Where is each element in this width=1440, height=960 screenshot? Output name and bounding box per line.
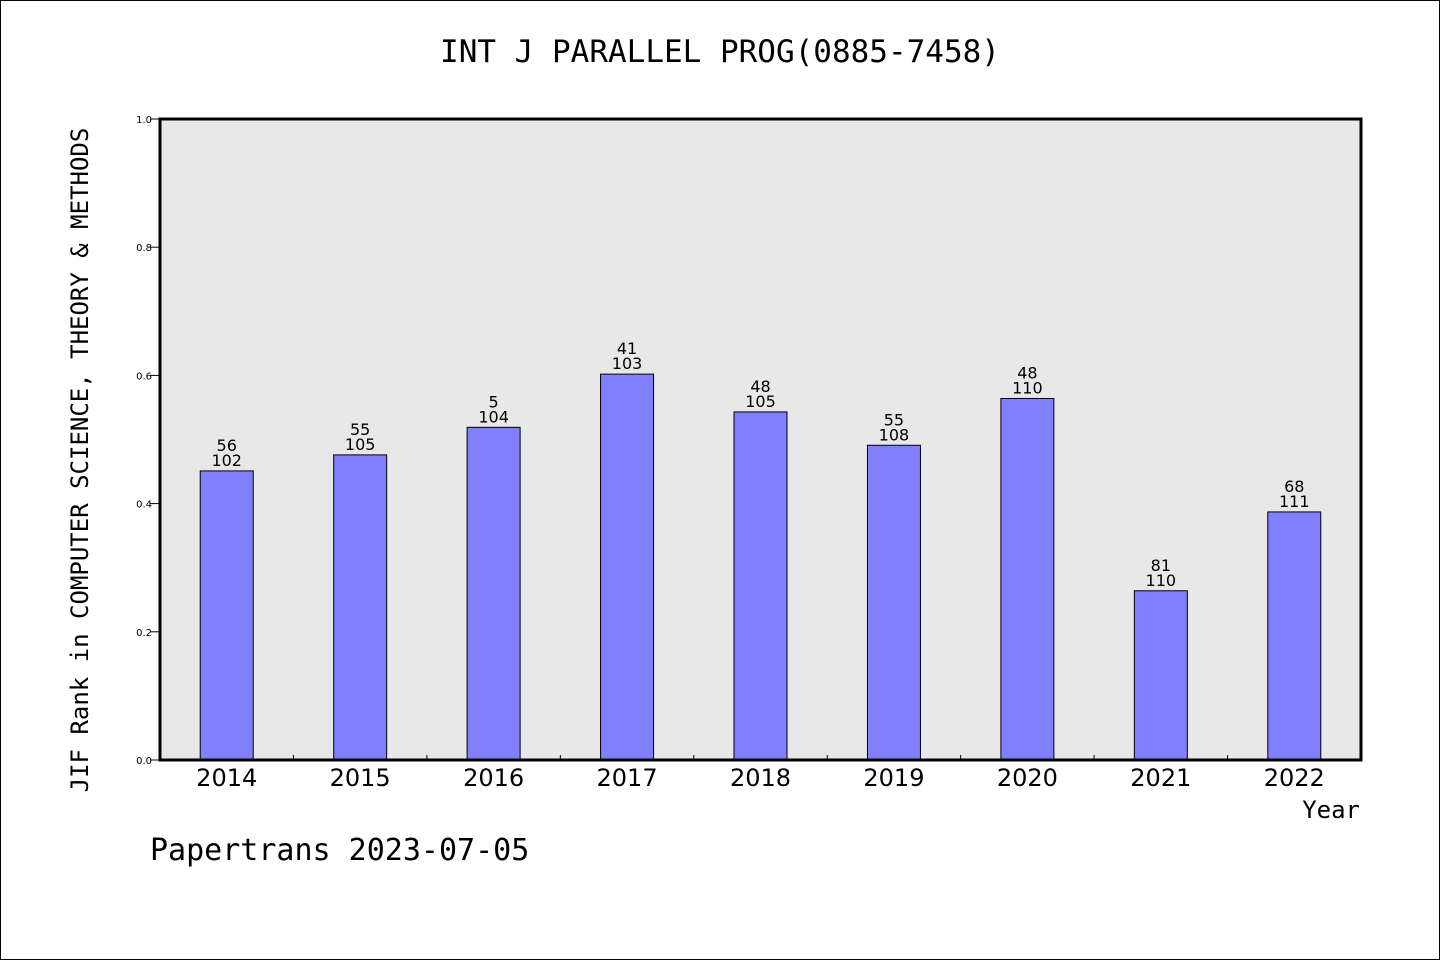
bar-total-label: 103 [612,354,643,373]
bar-total-label: 110 [1146,571,1177,590]
x-tick-label: 2015 [330,764,391,792]
bar-rank-label: 55 [884,410,904,429]
bar-total-label: 110 [1012,378,1043,397]
bar-total-label: 108 [879,425,910,444]
bar-2018 [733,411,788,761]
y-tick-label: 0.2 [136,628,152,639]
bar-2017 [600,373,655,761]
y-tick-label: 0.8 [136,243,152,254]
chart-title: INT J PARALLEL PROG(0885-7458) [440,34,1000,70]
bar-rank-label: 68 [1284,477,1304,496]
x-tick-label: 2017 [597,764,658,792]
bar-rank-label: 81 [1151,556,1171,575]
bar-rank-label: 5 [489,392,499,411]
x-axis-label: Year [1302,796,1360,824]
bar-total-label: 102 [211,451,242,470]
bar-2019 [866,444,921,761]
bar-2015 [333,454,388,761]
bar-2020 [1000,397,1055,761]
x-tick-label: 2019 [863,764,924,792]
bar-total-label: 104 [478,407,509,426]
bar-rank-label: 48 [750,377,770,396]
bar-2014 [199,470,254,761]
bar-total-label: 111 [1279,492,1310,511]
x-tick-label: 2014 [196,764,257,792]
y-tick-label: 0.4 [136,500,152,511]
y-tick-label: 0.0 [136,756,152,767]
bar-rank-label: 48 [1017,363,1037,382]
y-tick-label: 1.0 [136,115,152,126]
footer-credit: Papertrans 2023-07-05 [150,833,530,868]
x-tick-label: 2016 [463,764,524,792]
plot-border [158,117,1363,762]
bar-2016 [466,426,521,761]
bar-rank-label: 56 [217,436,237,455]
y-tick-label: 0.6 [136,371,152,382]
bar-rank-label: 41 [617,339,637,358]
x-tick-label: 2022 [1264,764,1325,792]
x-tick-label: 2020 [997,764,1058,792]
x-tick-label: 2021 [1130,764,1191,792]
x-tick-label: 2018 [730,764,791,792]
bar-2021 [1133,590,1188,761]
bar-rank-label: 55 [350,420,370,439]
bar-2022 [1267,511,1322,761]
bar-total-label: 105 [745,392,776,411]
bar-total-label: 105 [345,435,376,454]
